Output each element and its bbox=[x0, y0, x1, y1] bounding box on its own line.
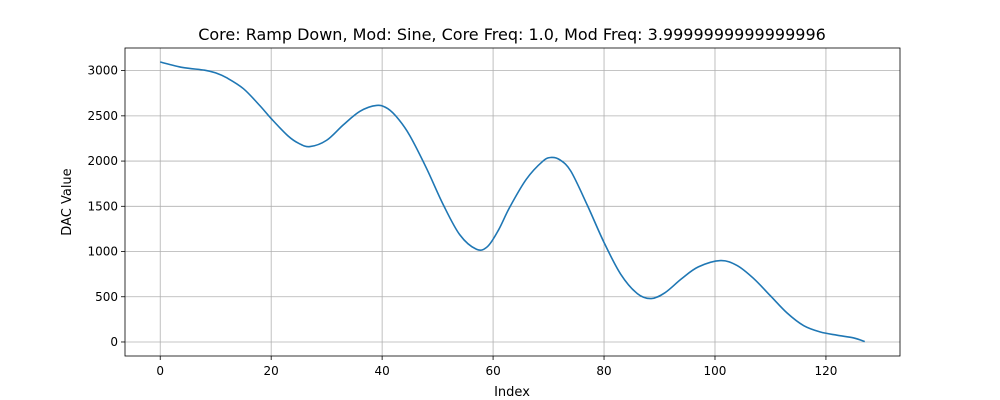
y-tick-label: 3000 bbox=[87, 64, 118, 78]
axis-ticks: 0 20 40 60 80 100 120 0 500 1000 1500 2000 2500 3000 bbox=[87, 64, 837, 378]
x-tick-label: 80 bbox=[596, 364, 611, 378]
x-tick-label: 120 bbox=[814, 364, 837, 378]
x-tick-label: 100 bbox=[704, 364, 727, 378]
y-tick-label: 1000 bbox=[87, 245, 118, 259]
series-layer bbox=[160, 61, 866, 343]
y-tick-label: 0 bbox=[110, 335, 118, 349]
y-tick-label: 1500 bbox=[87, 199, 118, 213]
x-tick-label: 40 bbox=[374, 364, 389, 378]
y-axis-label: DAC Value bbox=[60, 168, 75, 235]
plot-frame bbox=[124, 47, 901, 357]
y-tick-label: 2500 bbox=[87, 109, 118, 123]
grid-lines bbox=[125, 48, 900, 356]
x-tick-label: 20 bbox=[264, 364, 279, 378]
y-tick-label: 2000 bbox=[87, 154, 118, 168]
x-axis-label: Index bbox=[494, 385, 530, 400]
x-tick-label: 60 bbox=[485, 364, 500, 378]
chart-title: Core: Ramp Down, Mod: Sine, Core Freq: 1… bbox=[198, 25, 826, 44]
y-tick-label: 500 bbox=[95, 290, 118, 304]
series-line bbox=[160, 61, 866, 343]
x-tick-label: 0 bbox=[156, 364, 164, 378]
